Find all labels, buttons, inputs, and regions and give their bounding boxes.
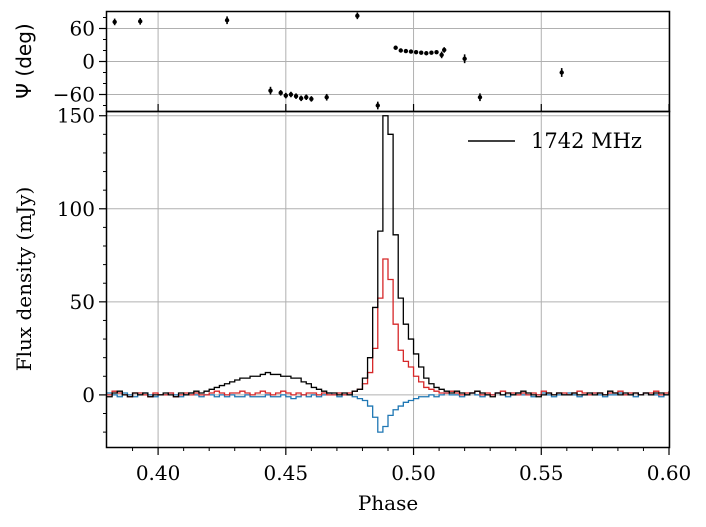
pa-point bbox=[393, 45, 398, 50]
pa-y-tick-label: −60 bbox=[53, 83, 95, 107]
flux-y-ticks: 0 50 100 150 bbox=[57, 104, 107, 433]
pa-point bbox=[324, 95, 329, 100]
pa-point bbox=[278, 90, 283, 96]
pa-point bbox=[413, 49, 419, 55]
flux-x-ticks: 0.40 0.45 0.50 0.55 0.60 bbox=[132, 447, 692, 485]
pa-x-ticks bbox=[157, 104, 670, 111]
pa-point bbox=[138, 19, 143, 24]
pa-panel: 60 0 −60 Ψ (deg) bbox=[12, 10, 671, 113]
flux-panel: 0 50 100 150 0.40 0.45 0.50 0.55 0.60 Flux dens… bbox=[12, 104, 691, 515]
pa-point bbox=[429, 50, 434, 55]
pa-y-tick-label: 60 bbox=[70, 17, 95, 41]
pa-point bbox=[424, 51, 429, 56]
pa-point bbox=[283, 93, 289, 98]
pa-point bbox=[477, 95, 483, 100]
flux-x-tick-label: 0.55 bbox=[519, 461, 564, 485]
pa-point bbox=[434, 49, 439, 55]
flux-y-axis-title: Flux density (mJy) bbox=[12, 187, 36, 372]
flux-series-line bbox=[107, 392, 670, 433]
flux-x-tick-label: 0.45 bbox=[264, 461, 309, 485]
flux-y-tick-label: 50 bbox=[70, 290, 95, 314]
pa-point bbox=[375, 103, 380, 108]
pa-y-ticks: 60 0 −60 bbox=[53, 17, 107, 107]
pa-point bbox=[419, 50, 424, 55]
pa-point bbox=[268, 88, 273, 93]
pa-point bbox=[403, 48, 409, 54]
flux-series bbox=[107, 115, 670, 433]
pa-point bbox=[112, 19, 117, 25]
pa-point bbox=[298, 96, 304, 101]
pa-point bbox=[442, 47, 447, 53]
flux-y-tick-label: 100 bbox=[57, 197, 95, 221]
pa-point bbox=[224, 18, 230, 23]
pa-points bbox=[112, 12, 564, 110]
pa-point bbox=[439, 52, 444, 58]
flux-x-tick-label: 0.50 bbox=[391, 461, 436, 485]
pa-point bbox=[559, 70, 564, 75]
flux-x-axis-title: Phase bbox=[358, 491, 418, 515]
pa-y-axis-title: Ψ (deg) bbox=[12, 23, 36, 98]
flux-y-tick-label: 0 bbox=[82, 383, 95, 407]
pa-point bbox=[288, 92, 294, 97]
flux-x-tick-label: 0.60 bbox=[647, 461, 692, 485]
flux-x-tick-label: 0.40 bbox=[136, 461, 181, 485]
pa-y-tick-label: 0 bbox=[82, 50, 95, 74]
pa-point bbox=[293, 93, 299, 99]
pa-point bbox=[408, 49, 414, 54]
pa-point bbox=[462, 56, 467, 61]
pa-grid bbox=[107, 12, 670, 111]
flux-y-tick-label: 150 bbox=[57, 104, 95, 128]
legend-label: 1742 MHz bbox=[531, 129, 642, 153]
flux-series-line bbox=[107, 115, 670, 398]
pa-point bbox=[304, 95, 309, 100]
pa-point bbox=[355, 13, 360, 19]
pa-point bbox=[309, 96, 314, 102]
pa-point bbox=[398, 48, 403, 53]
flux-series-line bbox=[107, 258, 669, 398]
legend: 1742 MHz bbox=[468, 129, 642, 153]
